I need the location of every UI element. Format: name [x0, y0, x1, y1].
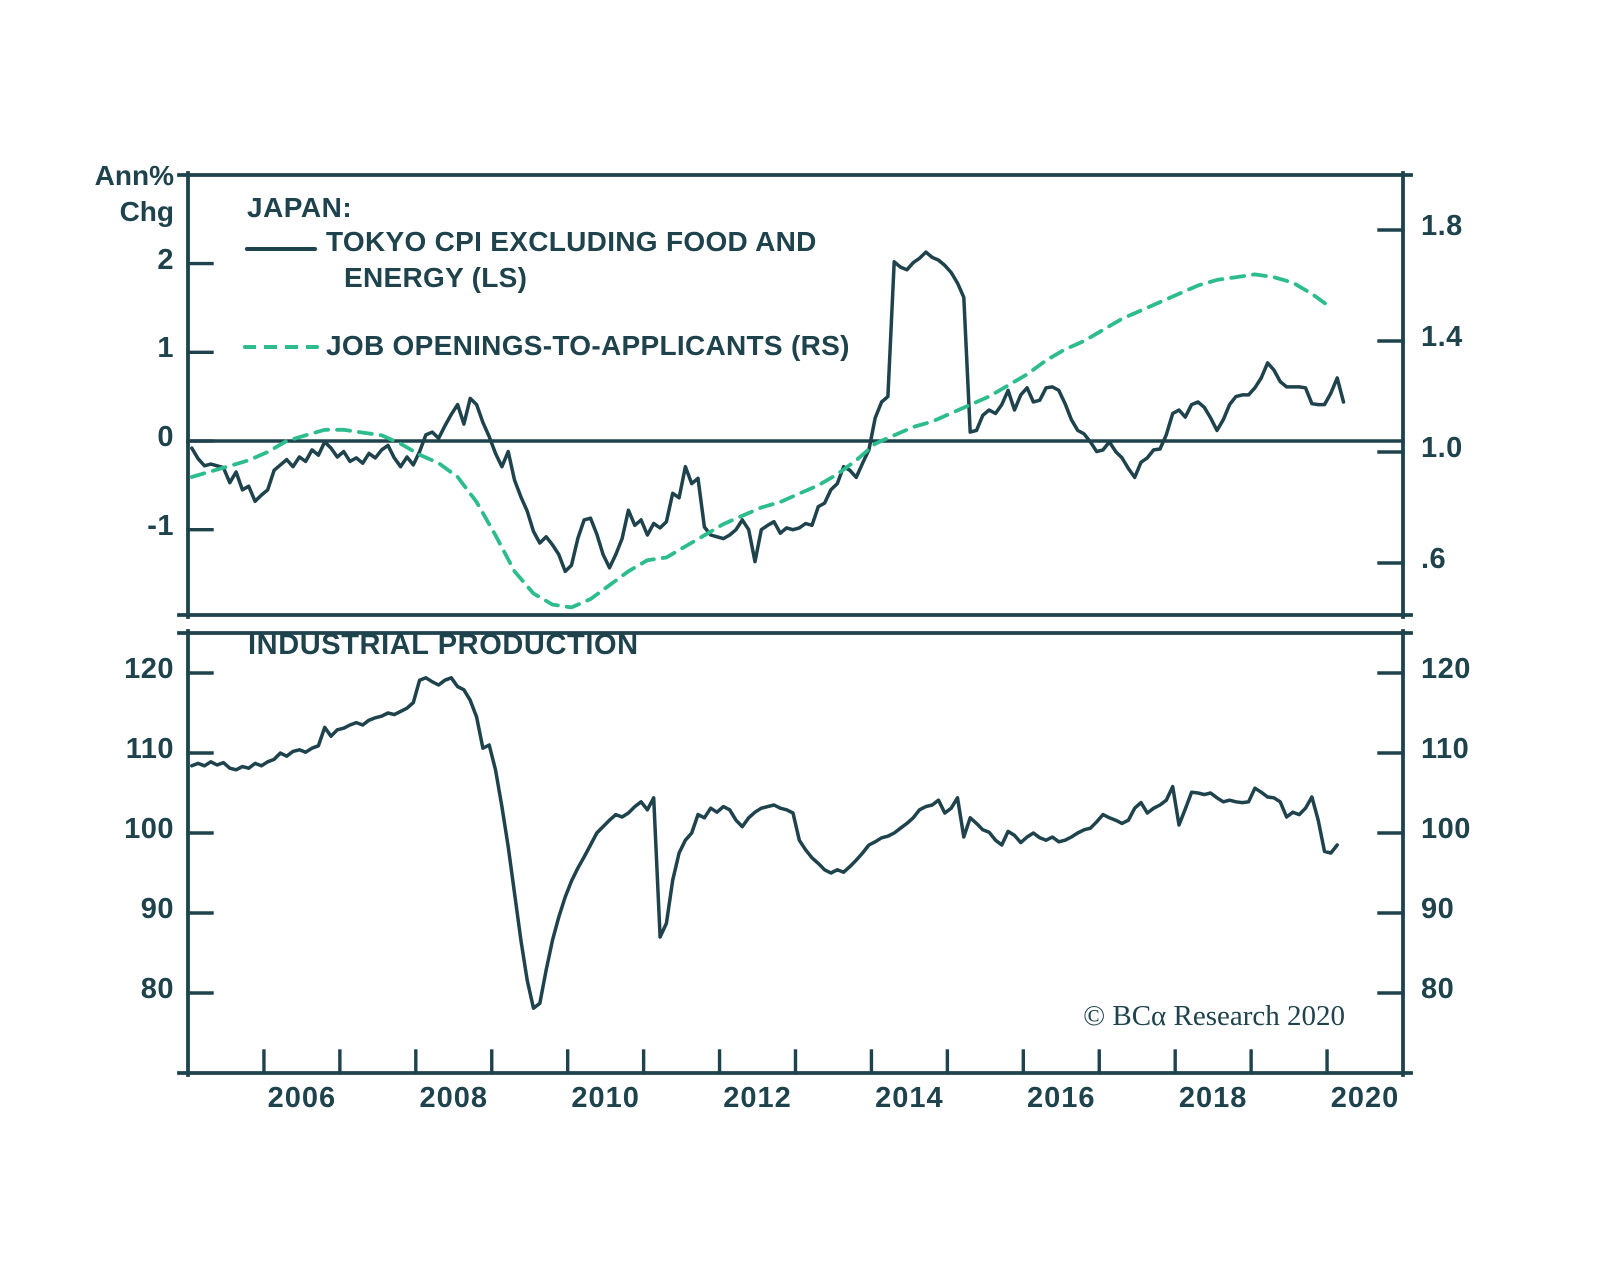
jobs-line	[189, 272, 1329, 610]
cpi-line	[190, 250, 1346, 574]
industrial-production-line	[190, 676, 1339, 1010]
